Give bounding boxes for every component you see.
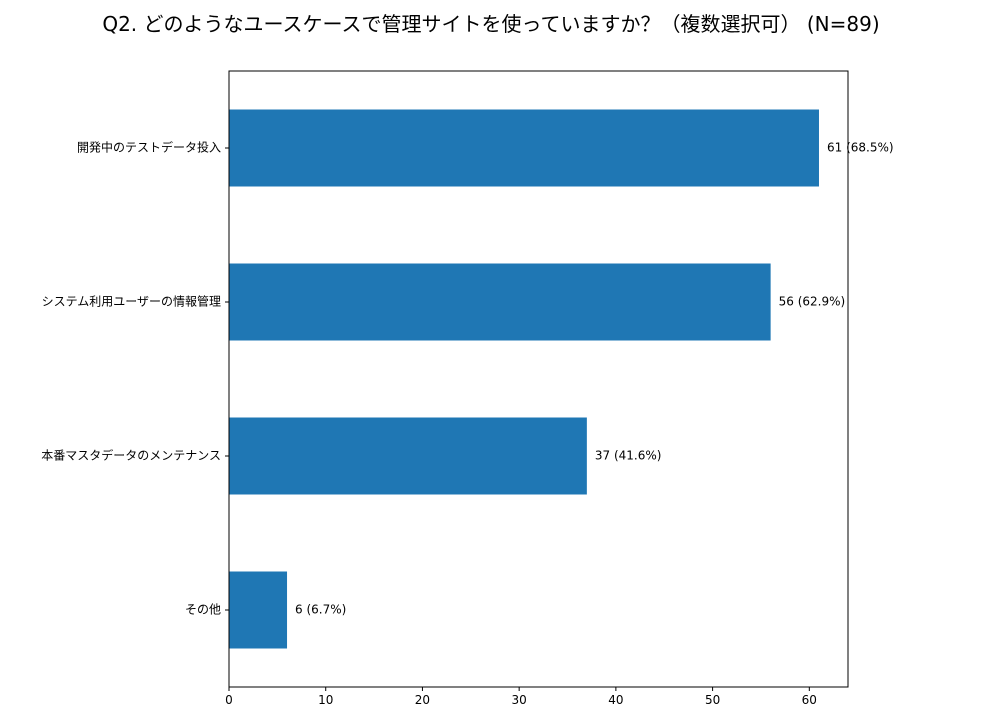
bar [229,263,771,341]
data-label: 56 (62.9%) [779,295,846,309]
y-axis: 開発中のテストデータ投入システム利用ユーザーの情報管理本番マスタデータのメンテナ… [41,140,229,617]
bar [229,417,587,495]
x-tick-label: 10 [318,693,333,707]
data-labels-layer: 61 (68.5%) 56 (62.9%) 37 (41.6%) 6 (6.7%) [295,141,894,617]
plot-frame [228,70,849,688]
chart-title: Q2. どのようなユースケースで管理サイトを使っていますか？（複数選択可） (N… [102,12,880,36]
category-label: 開発中のテストデータ投入 [77,140,221,155]
x-tick-label: 20 [415,693,430,707]
data-label: 6 (6.7%) [295,603,346,617]
data-label: 37 (41.6%) [595,449,662,463]
category-label: その他 [185,603,221,617]
data-label: 61 (68.5%) [827,141,894,155]
x-tick-label: 40 [608,693,623,707]
category-label: 本番マスタデータのメンテナンス [41,448,221,463]
x-tick-label: 50 [705,693,720,707]
x-tick-label: 0 [225,693,233,707]
x-axis: 0 10 20 30 40 50 60 [225,687,817,707]
bar [229,109,819,187]
category-label: システム利用ユーザーの情報管理 [42,294,221,309]
x-tick-label: 60 [802,693,817,707]
x-tick-label: 30 [512,693,527,707]
bar [229,571,288,649]
bars-layer [229,109,819,649]
